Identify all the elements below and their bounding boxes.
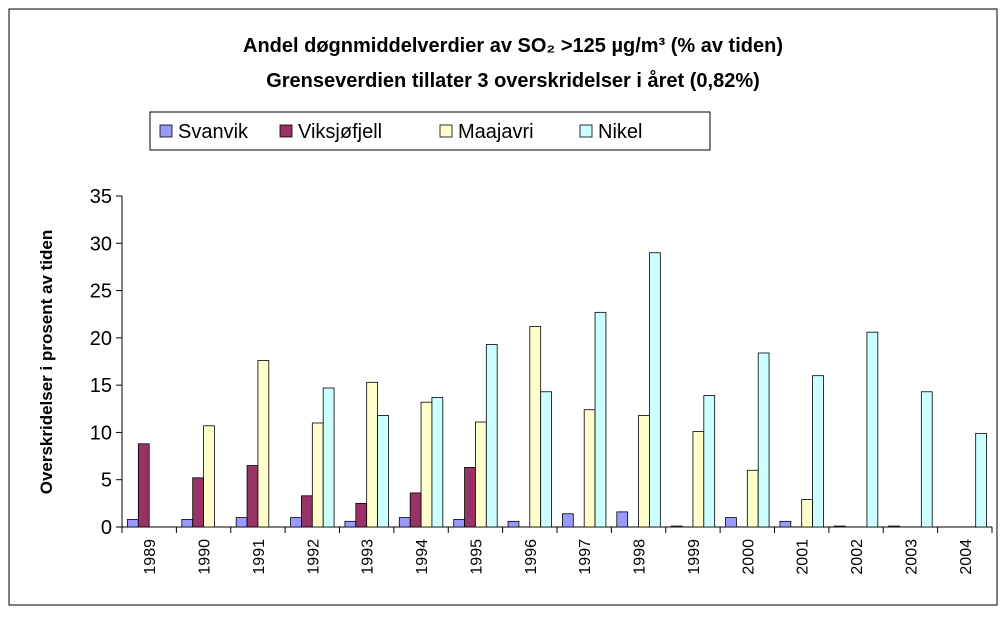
bar — [746, 469, 759, 528]
bar — [192, 477, 204, 528]
bar — [529, 326, 542, 528]
bar — [540, 391, 552, 528]
legend-box — [149, 111, 711, 151]
legend-label: Maajavri — [458, 121, 534, 143]
y-axis-label: Overskridelser i prosent av tiden — [37, 230, 56, 495]
bar — [409, 492, 422, 528]
x-tick-label: 1997 — [577, 539, 594, 575]
y-tick-label: 10 — [90, 422, 112, 444]
y-tick-label: 0 — [101, 517, 112, 539]
y-tick-label: 5 — [101, 470, 112, 492]
bar — [322, 387, 335, 528]
legend-swatch — [439, 124, 453, 138]
x-tick-label: 1993 — [360, 539, 377, 575]
bar — [127, 519, 139, 528]
bar — [344, 520, 357, 528]
bar — [920, 391, 933, 528]
bar — [475, 421, 487, 528]
bar — [366, 381, 378, 528]
bar — [594, 311, 607, 528]
bar — [583, 409, 596, 528]
legend-swatch — [579, 124, 593, 138]
x-tick-label: 1999 — [686, 539, 703, 575]
x-tick-label: 1996 — [523, 539, 540, 575]
bar — [725, 517, 737, 528]
x-tick-label: 1995 — [468, 539, 485, 575]
bar — [888, 525, 900, 528]
x-tick-label: 1994 — [414, 539, 431, 575]
chart-title: Andel døgnmiddelverdier av SO₂ >125 µg/m… — [243, 35, 783, 57]
bar — [507, 520, 520, 528]
bar — [692, 431, 705, 528]
bar — [311, 422, 324, 528]
bar — [703, 395, 716, 528]
x-tick-label: 2000 — [740, 539, 757, 575]
legend-swatch — [159, 124, 173, 138]
legend-label: Viksjøfjell — [298, 121, 382, 143]
bar — [181, 519, 194, 528]
bar — [355, 502, 368, 528]
bar — [420, 401, 433, 528]
x-tick-label: 1991 — [251, 539, 268, 575]
bar — [137, 443, 150, 528]
x-tick-label: 2001 — [795, 539, 812, 575]
x-tick-label: 2004 — [958, 539, 975, 575]
bar — [485, 344, 498, 528]
bar — [670, 525, 683, 528]
bar — [757, 352, 770, 528]
bar — [801, 499, 813, 528]
legend-label: Nikel — [598, 121, 642, 143]
bar — [616, 511, 629, 528]
bar — [235, 517, 248, 528]
x-tick-label: 1989 — [142, 539, 159, 575]
x-tick-label: 2002 — [849, 539, 866, 575]
y-tick-label: 35 — [90, 186, 112, 208]
bar — [398, 517, 411, 528]
bar — [203, 425, 215, 528]
bar — [649, 252, 661, 528]
y-tick-label: 15 — [90, 375, 112, 397]
x-tick-label: 1990 — [197, 539, 214, 575]
y-tick-label: 30 — [90, 233, 112, 255]
y-tick-label: 25 — [90, 281, 112, 303]
bar — [562, 513, 574, 528]
y-tick-label: 20 — [90, 328, 112, 350]
chart-subtitle: Grenseverdien tillater 3 overskridelser … — [266, 69, 760, 92]
bar — [833, 525, 846, 528]
bar — [377, 415, 389, 528]
bar — [290, 517, 302, 528]
x-tick-label: 1998 — [632, 539, 649, 575]
bar — [301, 495, 313, 528]
bar — [812, 375, 824, 528]
bar — [866, 331, 879, 528]
bar — [257, 360, 270, 528]
bar — [779, 520, 792, 528]
x-tick-label: 2003 — [903, 539, 920, 575]
bar — [464, 467, 476, 528]
bar — [975, 432, 987, 528]
chart-border — [8, 8, 998, 606]
bar — [638, 415, 650, 528]
bar — [246, 465, 259, 528]
x-tick-label: 1992 — [305, 539, 322, 575]
bar — [431, 397, 444, 528]
legend-label: Svanvik — [178, 121, 249, 143]
legend-swatch — [279, 124, 293, 138]
bar — [453, 519, 465, 528]
